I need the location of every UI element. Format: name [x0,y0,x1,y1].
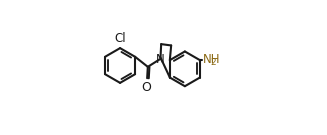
Text: N: N [156,53,165,66]
Text: NH: NH [203,53,220,66]
Text: O: O [142,81,151,94]
Text: 2: 2 [210,58,216,67]
Text: Cl: Cl [114,32,126,45]
